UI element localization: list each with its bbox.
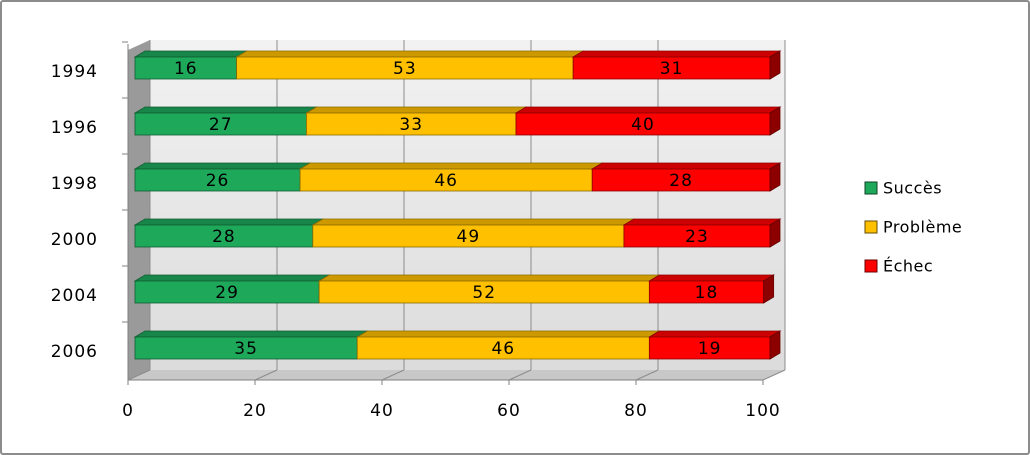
x-tick-label: 20 — [243, 401, 267, 421]
y-tick-label: 1994 — [51, 62, 98, 82]
legend-swatch — [864, 181, 878, 195]
grid-line — [635, 369, 659, 381]
bar-top — [355, 330, 661, 338]
x-tick-label: 40 — [370, 401, 394, 421]
bar-side — [769, 162, 781, 192]
bar-side — [769, 218, 781, 248]
legend-label: Échec — [883, 257, 933, 276]
legend-swatch — [864, 259, 878, 273]
legend-label: Succès — [883, 179, 942, 198]
value-label: 27 — [209, 115, 233, 135]
bar-top — [305, 106, 528, 114]
value-label: 31 — [660, 59, 684, 79]
x-tick-label: 60 — [497, 401, 521, 421]
bar-top — [590, 162, 782, 170]
value-label: 23 — [685, 227, 709, 247]
y-tick-label: 2000 — [51, 230, 98, 250]
value-label: 40 — [631, 115, 655, 135]
bar-side — [769, 50, 781, 80]
legend-swatch — [864, 220, 878, 234]
bar-top — [571, 50, 782, 58]
value-label: 49 — [457, 227, 481, 247]
value-label: 46 — [491, 339, 515, 359]
value-label: 28 — [669, 171, 693, 191]
x-tick-label: 0 — [122, 401, 134, 421]
bar-side — [769, 330, 781, 360]
back-wall — [150, 40, 785, 370]
grid-line — [381, 369, 405, 381]
bar-side — [763, 274, 775, 304]
bar-top — [311, 218, 636, 226]
grid-line — [762, 369, 786, 381]
grid-line — [254, 369, 278, 381]
bar-side — [769, 106, 781, 136]
value-label: 18 — [695, 283, 719, 303]
floor — [128, 370, 785, 380]
legend-label: Problème — [883, 218, 962, 237]
y-tick-label: 2004 — [51, 286, 98, 306]
value-label: 53 — [393, 59, 417, 79]
bar-top — [235, 50, 585, 58]
value-label: 19 — [698, 339, 722, 359]
x-tick-label: 80 — [624, 401, 648, 421]
value-label: 46 — [434, 171, 458, 191]
y-tick-label: 2006 — [51, 342, 98, 362]
bar-top — [133, 162, 312, 170]
bar-top — [647, 274, 776, 282]
x-tick-label: 100 — [745, 401, 780, 421]
bar-top — [514, 106, 782, 114]
bar-top — [133, 50, 249, 58]
bar-top — [133, 274, 331, 282]
value-label: 29 — [215, 283, 239, 303]
grid-line — [127, 369, 151, 381]
value-label: 35 — [234, 339, 258, 359]
value-label: 16 — [174, 59, 198, 79]
bar-top — [622, 218, 782, 226]
y-tick-label: 1996 — [51, 118, 98, 138]
bar-top — [133, 106, 318, 114]
value-label: 52 — [472, 283, 496, 303]
bar-top — [298, 162, 604, 170]
y-tick-label: 1998 — [51, 174, 98, 194]
value-label: 26 — [206, 171, 230, 191]
bar-top — [133, 330, 369, 338]
value-label: 28 — [212, 227, 236, 247]
value-label: 33 — [399, 115, 423, 135]
grid-line — [508, 369, 532, 381]
bar-top — [133, 218, 325, 226]
side-wall — [128, 40, 150, 380]
bar-top — [317, 274, 661, 282]
bar-top — [647, 330, 782, 338]
